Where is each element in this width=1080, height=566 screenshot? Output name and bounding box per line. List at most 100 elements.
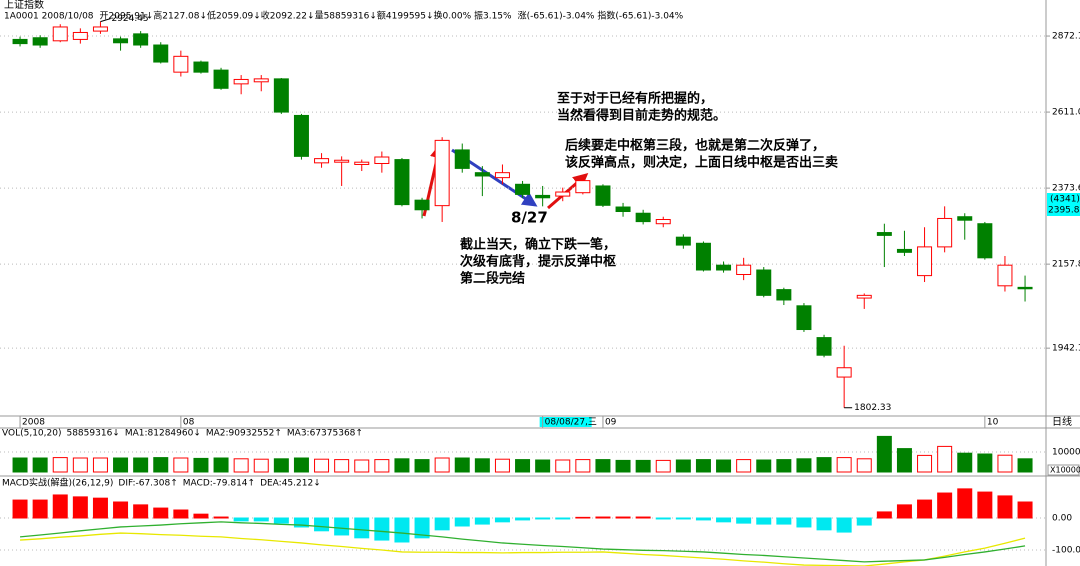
y-tick-label: 2611.0 [1052,108,1080,118]
volume-bar [896,448,912,473]
macd-bar [474,517,490,525]
candle-body [52,26,68,42]
volume-bar [394,458,410,473]
macd-bar [816,517,832,531]
candle-body [575,180,591,194]
annotation: 后续要走中枢第三段，也就是第二次反弹了， [565,138,825,154]
macd-bar [454,517,470,527]
candle-body [253,78,269,83]
volume-bar [1017,458,1033,473]
macd-bar [957,488,973,519]
x-tick-label: 08/08/27,三 [545,418,597,428]
macd-bar [374,517,390,541]
macd-bar [293,517,309,528]
volume-bar [293,457,309,473]
volume-bar [193,457,209,473]
candle-body [474,172,490,177]
volume-bar [816,457,832,473]
volume-header: MA2:90932552↑ [206,429,282,439]
macd-bar [494,517,510,523]
macd-bar [173,509,189,519]
candle-body [917,246,933,277]
macd-bar [595,516,611,519]
candle-body [816,337,832,356]
macd-bar [1017,501,1033,519]
cursor-box [1047,193,1080,216]
candle-body [12,38,28,45]
candle-body [957,216,973,221]
candle-body [314,158,330,164]
macd-header: MACD:-79.814↑ [183,479,255,489]
x-tick-label: 10 [987,418,999,428]
candle-body [32,37,48,46]
macd-header: DEA:45.212↓ [260,479,321,489]
annotation: 次级有底背，提示反弹中枢 [460,254,616,270]
volume-bar [756,459,772,473]
volume-bar [454,457,470,473]
macd-bar [233,517,249,522]
candle-body [293,114,309,157]
candle-body [896,248,912,253]
volume-bar [113,457,129,473]
volume-bar [635,459,651,473]
macd-bar [896,504,912,519]
candle-body [233,78,249,85]
volume-bar [555,459,571,473]
volume-bar [434,457,450,473]
volume-bar [354,459,370,473]
cursor-price: 2395.83 [1048,206,1080,216]
x-tick-label: 2008 [22,418,45,428]
candle-body [716,264,732,271]
macd-bar [314,517,330,532]
high-label: 2924.45 [111,14,148,24]
volume-bar [213,457,229,473]
volume-bar [957,452,973,473]
macd-bar [615,516,631,519]
volume-bar [937,445,953,473]
candle-body [213,69,229,89]
macd-bar [434,517,450,531]
candle-body [334,159,350,163]
macd-bar [193,513,209,519]
candle-body [555,191,571,197]
candle-body [515,183,531,195]
volume-bar [474,458,490,473]
candle-body [695,242,711,271]
macd-bar [736,517,752,524]
macd-bar [716,517,732,523]
y-tick-label: 2373.6 [1052,184,1080,194]
macd-bar [575,516,591,519]
macd-bar [977,491,993,519]
candle-body [635,212,651,223]
macd-bar [515,517,531,521]
volume-header: MA3:67375368↑ [287,429,363,439]
macd-bar [695,517,711,521]
volume-bar [52,457,68,473]
volume-bar [736,459,752,473]
macd-bar [394,517,410,543]
macd-bar [133,504,149,519]
y-tick-label: 1942.1 [1052,344,1080,354]
cursor-label: (4341) [1050,195,1080,205]
annotation: 第二段完结 [460,271,525,287]
info-text: 1A0001 2008/10/08 [4,12,94,22]
chart-title: 上证指数 [4,0,44,11]
volume-bar [414,459,430,473]
candle-body [756,269,772,296]
macd-bar [334,517,350,536]
annotation: 至于对于已经有所把握的， [557,91,713,107]
macd-bar [113,501,129,519]
macd-bar [635,516,651,519]
candle-body [193,61,209,73]
volume-bar [273,458,289,473]
volume-header: MA1:81284960↓ [125,429,201,439]
macd-bar [253,517,269,522]
candle-body [133,33,149,46]
macd-bar [273,517,289,524]
candle-body [655,219,671,225]
x-tick-label: 08 [183,418,195,428]
macd-header: DIF:-67.308↑ [118,479,177,489]
period-label: 日线 [1052,415,1072,428]
macd-bar [92,497,108,519]
candle-body [273,78,289,113]
